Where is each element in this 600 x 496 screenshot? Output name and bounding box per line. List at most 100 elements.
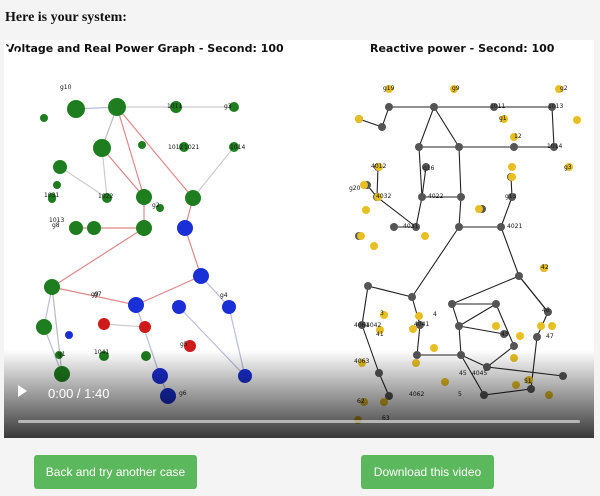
edge	[411, 296, 421, 326]
node-label: 1011	[167, 103, 182, 110]
edge	[361, 285, 369, 326]
bus-node	[490, 103, 498, 111]
edge	[376, 166, 379, 198]
generator-node	[508, 173, 516, 181]
play-icon[interactable]	[18, 385, 27, 397]
bus-node	[515, 272, 523, 280]
generator-node	[516, 332, 524, 340]
node-label: 12	[514, 133, 522, 140]
bus-node	[98, 318, 110, 330]
node-label: g16	[423, 165, 435, 172]
bus-node	[455, 322, 463, 330]
node-label: 4041	[414, 321, 429, 328]
bus-node	[544, 308, 552, 316]
node-label: 4012	[371, 163, 386, 170]
bus-node	[139, 321, 151, 333]
bus-node	[170, 101, 182, 113]
bus-node	[156, 204, 164, 212]
edge	[418, 146, 423, 198]
node-label: g1	[499, 115, 507, 122]
node-label: g20	[349, 185, 361, 192]
edge	[376, 196, 417, 228]
edge	[500, 226, 520, 277]
node-label: 4031	[403, 223, 418, 230]
page-heading: Here is your system:	[5, 10, 127, 25]
right-graph-title: Reactive power - Second: 100	[370, 42, 555, 55]
bus-node	[48, 195, 56, 203]
edge	[458, 146, 462, 198]
generator-node	[370, 242, 378, 250]
edge	[551, 106, 555, 148]
bus-node	[185, 190, 201, 206]
bus-node	[378, 123, 386, 131]
time-display: 0:00 / 1:40	[48, 386, 110, 401]
bus-node	[492, 300, 500, 308]
bus-node	[508, 193, 516, 201]
video-player[interactable]: Voltage and Real Power Graph - Second: 1…	[4, 40, 594, 438]
progress-bar[interactable]	[18, 420, 580, 423]
fullscreen-icon[interactable]	[4, 40, 18, 54]
node-label: 1012	[168, 144, 183, 151]
bus-node	[69, 221, 83, 235]
bus-node	[177, 220, 193, 236]
bus-node	[500, 330, 508, 338]
edge	[415, 196, 423, 228]
bus-node	[497, 223, 505, 231]
node-label: 1011	[490, 103, 505, 110]
node-label: 4042	[366, 322, 381, 329]
bus-node	[510, 342, 518, 350]
node-label: g3	[564, 164, 572, 171]
download-button[interactable]: Download this video	[361, 455, 494, 489]
edge	[59, 166, 108, 199]
node-label: 4021	[507, 223, 522, 230]
node-label: 1014	[547, 143, 562, 150]
edge	[367, 285, 413, 298]
node-label: 1013	[49, 217, 64, 224]
edge	[495, 303, 515, 347]
bus-node	[455, 143, 463, 151]
bus-node	[136, 220, 152, 236]
generator-node	[360, 181, 368, 189]
generator-node	[508, 163, 516, 171]
bus-node	[422, 163, 430, 171]
generator-node	[510, 133, 518, 141]
bus-node	[358, 321, 366, 329]
bus-node	[40, 114, 48, 122]
bus-node	[457, 193, 465, 201]
edge	[51, 286, 137, 306]
back-button[interactable]: Back and try another case	[34, 455, 197, 489]
edge	[103, 323, 146, 328]
controls-gradient	[4, 350, 594, 438]
bus-node	[533, 333, 541, 341]
bus-node	[53, 160, 67, 174]
generator-node	[500, 115, 508, 123]
bus-node	[44, 279, 60, 295]
more-options-icon[interactable]	[4, 40, 12, 56]
node-label: 46	[542, 307, 550, 314]
node-label: 4	[433, 311, 437, 318]
node-label: 42	[541, 264, 549, 271]
edge	[101, 147, 145, 198]
node-label: g9	[91, 291, 99, 298]
generator-node	[385, 85, 393, 93]
edge	[116, 106, 194, 199]
generator-node	[548, 322, 556, 330]
edge	[451, 275, 520, 305]
bus-node	[385, 103, 393, 111]
node-label: g3	[224, 103, 232, 110]
bus-node	[138, 141, 146, 149]
edge	[135, 275, 202, 306]
node-label: 3	[380, 310, 384, 317]
bus-node	[36, 319, 52, 335]
node-label: g2	[152, 202, 160, 209]
bus-node	[87, 221, 101, 235]
bus-node	[455, 223, 463, 231]
node-label: g7	[94, 291, 102, 298]
edge	[458, 196, 462, 228]
bus-node	[415, 143, 423, 151]
generator-node	[450, 85, 458, 93]
edge	[51, 227, 145, 288]
node-label: g5	[180, 341, 188, 348]
node-label: g19	[383, 85, 395, 92]
node-label: 1014	[230, 144, 245, 151]
